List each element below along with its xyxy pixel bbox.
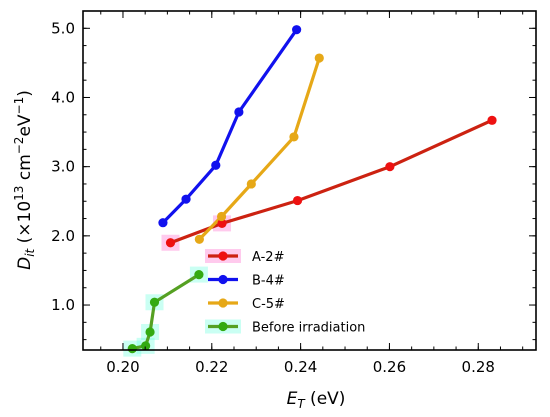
data-point-a-2	[487, 115, 497, 125]
series-lines	[131, 28, 493, 351]
series-points	[127, 25, 497, 354]
data-point-before-irradiation	[145, 327, 155, 337]
data-point-c-5	[194, 234, 204, 244]
y-tick-label: 5.0	[51, 19, 75, 37]
data-point-c-5	[216, 211, 227, 222]
data-point-before-irradiation	[127, 344, 137, 354]
data-point-b-4	[234, 107, 244, 117]
legend-label-c-5: C-5#	[252, 297, 285, 312]
data-point-b-4	[158, 218, 168, 228]
plot-frame	[82, 10, 537, 351]
y-tick-label: 3.0	[51, 158, 75, 176]
legend-label-before-irradiation: Before irradiation	[252, 321, 365, 336]
data-point-a-2	[292, 195, 303, 206]
y-tick-label: 2.0	[51, 227, 75, 245]
legend-label-a-2: A-2#	[252, 250, 284, 265]
data-point-c-5	[314, 53, 324, 63]
data-point-a-2	[165, 238, 176, 248]
data-point-c-5	[246, 179, 256, 189]
axis-ticks	[83, 10, 536, 350]
y-tick-label: 4.0	[51, 88, 75, 106]
series-highlights	[123, 215, 232, 357]
x-tick-label: 0.22	[195, 358, 228, 376]
x-tick-label: 0.26	[373, 358, 406, 376]
data-point-a-2	[385, 162, 395, 172]
data-point-b-4	[211, 160, 221, 170]
legend-marker-a-2	[218, 251, 228, 261]
series-line-b-4	[161, 28, 298, 224]
tick-labels: 0.20 0.22 0.24 0.26 0.28 1.0 2.0 3.0 4.0 5.0	[51, 19, 495, 376]
data-point-before-irradiation	[194, 269, 204, 280]
x-tick-label: 0.24	[284, 358, 317, 376]
data-point-a-2	[217, 218, 227, 228]
x-tick-label: 0.28	[462, 358, 495, 376]
y-axis-label: Dit (×1013 cm−2eV−1)	[12, 90, 37, 270]
data-point-before-irradiation	[149, 297, 160, 307]
y-tick-label: 1.0	[51, 296, 75, 314]
x-tick-label: 0.20	[106, 358, 139, 376]
data-point-c-5	[289, 132, 299, 142]
legend-marker-before-irradiation	[218, 321, 228, 332]
legend-marker-c-5	[218, 298, 228, 308]
x-axis-label: ET (eV)	[287, 389, 346, 411]
legend-marker-b-4	[218, 274, 228, 285]
legend: A-2# B-4# C-5# Before irradiation	[205, 249, 365, 336]
data-point-before-irradiation	[141, 341, 151, 351]
legend-label-b-4: B-4#	[252, 274, 285, 289]
data-point-b-4	[181, 194, 191, 204]
data-point-b-4	[292, 25, 302, 35]
